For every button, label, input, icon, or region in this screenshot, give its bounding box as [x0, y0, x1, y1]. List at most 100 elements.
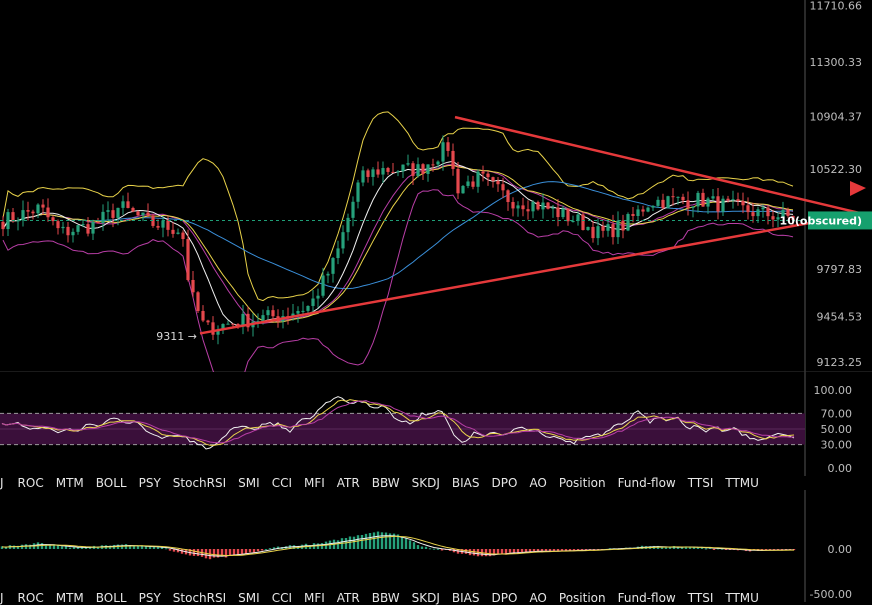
ma-slow-line	[2, 181, 794, 290]
indicator-tab-dpo[interactable]: DPO	[491, 591, 518, 605]
candle-body	[296, 310, 300, 314]
oscillator-pane[interactable]: 100.00 70.00 50.00 30.00 0.00	[0, 372, 872, 476]
indicator-tab-ttsi[interactable]: TTSI	[687, 591, 714, 605]
hist-bar	[72, 546, 76, 549]
candle-body	[176, 232, 180, 234]
hist-bar	[372, 532, 376, 549]
indicator-tab-cci[interactable]: CCI	[271, 591, 292, 605]
hist-bar	[472, 549, 476, 556]
indicator-tab-mtm[interactable]: MTM	[55, 476, 84, 490]
indicator-tab-smi[interactable]: SMI	[238, 476, 260, 490]
hist-bar	[160, 547, 164, 549]
candle-body	[336, 248, 340, 259]
indicator-tab-bias[interactable]: BIAS	[451, 476, 480, 490]
indicator-tab-atr[interactable]: ATR	[336, 591, 360, 605]
indicator-tab-fund-flow[interactable]: Fund-flow	[617, 591, 676, 605]
price-pane[interactable]: 9311 → 11710.66 11300.33 10904.37 10522.30 10…	[0, 0, 872, 372]
indicator-tab-skdj[interactable]: SKDJ	[411, 591, 440, 605]
indicator-tab-mfi[interactable]: MFI	[303, 476, 325, 490]
candle-body	[451, 150, 455, 169]
indicator-tab-dpo[interactable]: DPO	[491, 476, 518, 490]
candle-body	[381, 168, 385, 175]
indicator-tab-psy[interactable]: PSY	[138, 476, 161, 490]
indicator-tab-j[interactable]: J	[0, 591, 4, 605]
hist-bar	[548, 549, 552, 552]
candle-body	[161, 220, 165, 228]
candle-body	[726, 198, 730, 201]
indicator-tab-fund-flow[interactable]: Fund-flow	[617, 476, 676, 490]
hist-bar	[168, 549, 172, 551]
candle-body	[201, 310, 205, 321]
indicator-tab-ttmu[interactable]: TTMU	[725, 476, 759, 490]
indicator-tab-roc[interactable]: ROC	[17, 591, 44, 605]
indicator-tab-cci[interactable]: CCI	[271, 476, 292, 490]
indicator-tab-atr[interactable]: ATR	[336, 476, 360, 490]
hist-bar	[48, 544, 52, 549]
hist-bar	[96, 546, 100, 549]
hist-bar	[436, 548, 440, 550]
indicator-tab-mtm[interactable]: MTM	[55, 591, 84, 605]
candle-body	[56, 221, 60, 229]
candle-body	[406, 163, 410, 165]
indicator-tab-bias[interactable]: BIAS	[451, 591, 480, 605]
candle-body	[351, 201, 355, 218]
indicator-tab-stochrsi[interactable]: StochRSI	[172, 591, 227, 605]
candle-body	[606, 224, 610, 231]
hist-bar	[420, 546, 424, 549]
candle-body	[771, 216, 775, 220]
indicator-tab-ao[interactable]: AO	[529, 476, 547, 490]
hist-bar	[272, 547, 276, 549]
candle-body	[91, 222, 95, 234]
indicator-tab-position[interactable]: Position	[558, 591, 606, 605]
hist-bar	[64, 545, 68, 549]
hist-bar	[156, 546, 160, 549]
indicator-tab-skdj[interactable]: SKDJ	[411, 476, 440, 490]
indicator-tab-smi[interactable]: SMI	[238, 591, 260, 605]
candle-body	[591, 226, 595, 239]
indicator-tab-bbw[interactable]: BBW	[371, 476, 400, 490]
indicator-tab-bbw[interactable]: BBW	[371, 591, 400, 605]
candle-body	[46, 207, 50, 218]
candle-body	[366, 170, 370, 177]
hist-bar	[772, 549, 776, 551]
hist-bar	[136, 545, 140, 549]
indicator-tab-ao[interactable]: AO	[529, 591, 547, 605]
candle-body	[111, 210, 115, 218]
ma-fast-line	[2, 160, 794, 327]
indicator-tab-stochrsi[interactable]: StochRSI	[172, 476, 227, 490]
indicator-tab-boll[interactable]: BOLL	[95, 476, 127, 490]
indicator-tab-position[interactable]: Position	[558, 476, 606, 490]
hist-bar	[232, 549, 236, 556]
candle-body	[561, 208, 565, 218]
hist-bar	[696, 547, 700, 549]
hist-bar	[724, 549, 728, 550]
candle-body	[691, 206, 695, 208]
candle-body	[361, 170, 365, 183]
histogram-pane[interactable]: 0.00 -500.00	[0, 490, 872, 602]
hist-bar	[512, 549, 516, 554]
price-axis-label: 11710.66	[810, 0, 863, 12]
hist-bar	[492, 549, 496, 556]
candle-body	[586, 226, 590, 230]
indicator-tab-psy[interactable]: PSY	[138, 591, 161, 605]
hist-bar	[556, 549, 560, 552]
hist-bar	[364, 533, 368, 549]
candle-body	[61, 226, 65, 229]
hist-bar	[376, 531, 380, 549]
indicator-tab-j[interactable]: J	[0, 476, 4, 490]
candle-body	[511, 202, 515, 209]
candle-body	[211, 322, 215, 335]
indicator-tab-roc[interactable]: ROC	[17, 476, 44, 490]
indicator-tab-mfi[interactable]: MFI	[303, 591, 325, 605]
candle-body	[331, 258, 335, 274]
hist-bar	[248, 549, 252, 553]
hist-bar	[228, 549, 232, 556]
indicator-tab-ttmu[interactable]: TTMU	[725, 591, 759, 605]
indicator-tab-boll[interactable]: BOLL	[95, 591, 127, 605]
hist-bar	[416, 545, 420, 549]
candle-body	[736, 199, 740, 201]
candle-body	[651, 205, 655, 208]
indicator-tab-ttsi[interactable]: TTSI	[687, 476, 714, 490]
candle-body	[141, 212, 145, 216]
